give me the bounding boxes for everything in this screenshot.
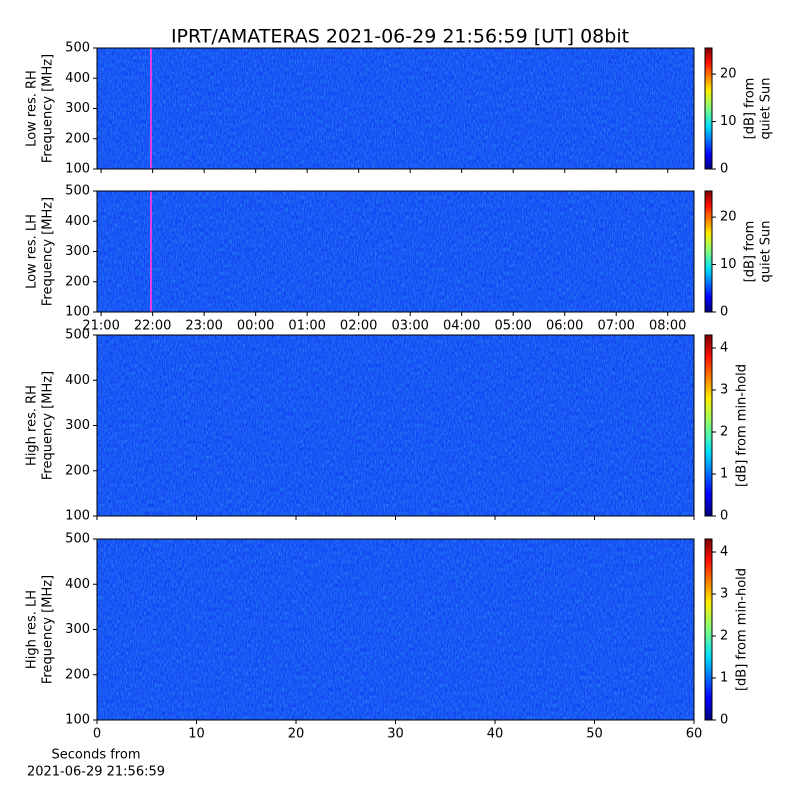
colorbar-label: [dB] from [743, 221, 758, 283]
colorbar-label: [dB] from [743, 78, 758, 140]
colorbar-tick-label: 2 [720, 425, 728, 440]
y-tick-label: 400 [65, 577, 90, 592]
x-tick-label: 20 [288, 727, 305, 742]
colorbar-tick-label: 20 [720, 210, 737, 225]
y-tick-label: 100 [65, 509, 90, 524]
colorbar-tick-label: 1 [720, 671, 728, 686]
x-tick-label: 30 [387, 727, 404, 742]
colorbar-tick-label: 4 [720, 341, 728, 356]
y-tick-label: 400 [65, 373, 90, 388]
colorbar [704, 538, 713, 721]
x-tick-label: 04:00 [443, 319, 480, 334]
colorbar-label: [dB] from min-hold [735, 568, 750, 691]
colorbar-tick-label: 1 [720, 467, 728, 482]
y-tick-label: 500 [65, 532, 90, 547]
x-tick-label: 60 [686, 727, 703, 742]
y-tick-label: 300 [65, 418, 90, 433]
colorbar-tick-label: 0 [720, 305, 728, 320]
x-tick-label: 23:00 [185, 319, 222, 334]
figure-title: IPRT/AMATERAS 2021-06-29 21:56:59 [UT] 0… [171, 26, 629, 48]
y-tick-label: 500 [65, 184, 90, 199]
y-tick-label: 400 [65, 71, 90, 86]
x-tick-label: 10 [188, 727, 205, 742]
y-tick-label: 200 [65, 463, 90, 478]
spectrogram-texture [97, 48, 694, 169]
x-tick-label: 00:00 [237, 319, 274, 334]
x-tick-label: 07:00 [597, 319, 634, 334]
x-tick-label: 08:00 [649, 319, 686, 334]
y-axis-label: Low res. LH [25, 214, 40, 289]
x-tick-label: 05:00 [494, 319, 531, 334]
y-tick-label: 500 [65, 328, 90, 343]
colorbar-tick-label: 20 [720, 67, 737, 82]
x-axis-label: 2021-06-29 21:56:59 [27, 765, 165, 780]
colorbar [704, 47, 713, 170]
x-tick-label: 02:00 [340, 319, 377, 334]
colorbar-tick-label: 10 [720, 114, 737, 129]
x-tick-label: 03:00 [391, 319, 428, 334]
y-axis-label: High res. LH [25, 590, 40, 669]
x-tick-label: 50 [586, 727, 603, 742]
y-axis-label: Frequency [MHz] [41, 575, 56, 684]
y-axis-label: Frequency [MHz] [41, 197, 56, 306]
colorbar [704, 334, 713, 517]
y-tick-label: 200 [65, 131, 90, 146]
y-tick-label: 100 [65, 713, 90, 728]
colorbar-tick-label: 0 [720, 162, 728, 177]
y-tick-label: 300 [65, 244, 90, 259]
colorbar-tick-label: 0 [720, 713, 728, 728]
colorbar-tick-label: 3 [720, 383, 728, 398]
colorbar-label: quiet Sun [759, 77, 774, 139]
y-tick-label: 400 [65, 214, 90, 229]
colorbar-tick-label: 0 [720, 509, 728, 524]
colorbar [704, 190, 713, 313]
x-tick-label: 21:00 [82, 319, 119, 334]
y-tick-label: 300 [65, 101, 90, 116]
colorbar-tick-label: 4 [720, 545, 728, 560]
x-axis-label: Seconds from [51, 748, 140, 763]
spectrogram-texture [97, 335, 694, 516]
colorbar-label: quiet Sun [759, 220, 774, 282]
y-tick-label: 200 [65, 274, 90, 289]
y-tick-label: 100 [65, 305, 90, 320]
colorbar-tick-label: 2 [720, 629, 728, 644]
spectrogram-texture [97, 191, 694, 312]
x-tick-label: 0 [93, 727, 101, 742]
y-tick-label: 200 [65, 667, 90, 682]
y-tick-label: 300 [65, 622, 90, 637]
y-axis-label: High res. RH [25, 385, 40, 466]
colorbar-tick-label: 10 [720, 257, 737, 272]
y-tick-label: 100 [65, 162, 90, 177]
spectrogram-texture [97, 539, 694, 720]
y-tick-label: 500 [65, 41, 90, 56]
y-axis-label: Frequency [MHz] [41, 371, 56, 480]
x-tick-label: 06:00 [546, 319, 583, 334]
x-tick-label: 40 [487, 727, 504, 742]
x-tick-label: 01:00 [288, 319, 325, 334]
colorbar-label: [dB] from min-hold [735, 364, 750, 487]
colorbar-tick-label: 3 [720, 587, 728, 602]
y-axis-label: Frequency [MHz] [41, 54, 56, 163]
x-tick-label: 22:00 [134, 319, 171, 334]
y-axis-label: Low res. RH [25, 70, 40, 147]
